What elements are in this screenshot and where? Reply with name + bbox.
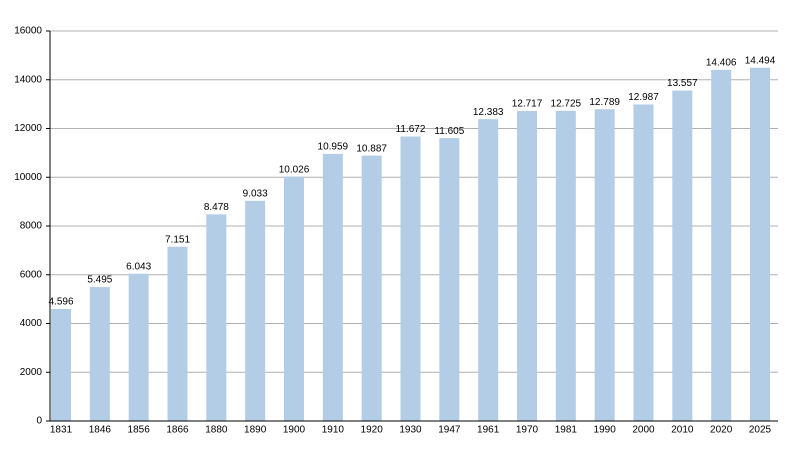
- value-label: 4.596: [48, 297, 73, 308]
- y-tick-label: 4000: [20, 318, 43, 329]
- x-tick-label: 1831: [50, 425, 73, 436]
- value-label: 8.478: [204, 202, 229, 213]
- bar: [750, 67, 770, 422]
- y-tick-label: 12000: [14, 123, 42, 134]
- bar: [478, 119, 499, 422]
- bar: [128, 273, 149, 421]
- value-label: 11.605: [434, 126, 464, 137]
- bar: [284, 176, 304, 421]
- y-tick-label: 6000: [20, 269, 43, 280]
- y-tick-label: 8000: [20, 221, 43, 232]
- bar: [594, 109, 615, 421]
- x-tick-label: 1866: [166, 425, 189, 436]
- y-tick-label: 0: [36, 416, 42, 427]
- x-tick-label: 1846: [89, 425, 112, 436]
- y-tick-label: 2000: [20, 367, 43, 378]
- x-tick-label: 2020: [710, 425, 733, 436]
- value-label: 12.789: [589, 97, 620, 108]
- bar: [322, 153, 343, 421]
- bar: [361, 155, 382, 421]
- x-tick-label: 1856: [128, 425, 151, 436]
- bar: [245, 200, 266, 421]
- value-label: 10.887: [356, 143, 387, 154]
- bar: [89, 287, 110, 421]
- value-label: 13.557: [667, 78, 698, 89]
- x-tick-label: 1981: [555, 425, 578, 436]
- value-label: 11.672: [396, 124, 426, 135]
- value-label: 7.151: [165, 234, 190, 245]
- x-tick-label: 2010: [671, 425, 694, 436]
- x-tick-label: 1961: [477, 425, 500, 436]
- x-tick-label: 1947: [438, 425, 461, 436]
- x-tick-label: 1970: [516, 425, 539, 436]
- x-tick-label: 1890: [244, 425, 267, 436]
- bar: [206, 214, 227, 421]
- bar: [711, 69, 732, 421]
- bar: [517, 111, 537, 421]
- bar: [633, 104, 654, 422]
- x-tick-label: 2025: [749, 425, 772, 436]
- value-label: 14.406: [706, 57, 737, 68]
- bar: [51, 308, 71, 421]
- x-tick-label: 1880: [205, 425, 228, 436]
- y-tick-label: 16000: [14, 26, 42, 37]
- bar: [672, 90, 693, 421]
- bar: [400, 136, 421, 421]
- y-tick-label: 10000: [14, 172, 42, 183]
- value-label: 10.959: [318, 142, 349, 153]
- value-label: 6.043: [126, 261, 151, 272]
- bar: [167, 246, 188, 421]
- bar: [555, 110, 576, 421]
- value-label: 12.725: [551, 98, 582, 109]
- value-label: 12.383: [473, 107, 504, 118]
- value-label: 9.033: [243, 188, 268, 199]
- y-tick-label: 14000: [14, 74, 42, 85]
- x-tick-label: 1930: [399, 425, 422, 436]
- value-label: 12.717: [512, 99, 543, 110]
- x-tick-label: 2000: [632, 425, 655, 436]
- x-tick-label: 1990: [594, 425, 617, 436]
- x-tick-label: 1920: [361, 425, 384, 436]
- value-label: 14.494: [745, 55, 776, 66]
- x-tick-label: 1910: [322, 425, 345, 436]
- x-tick-label: 1900: [283, 425, 306, 436]
- bar: [439, 138, 460, 422]
- value-label: 12.987: [628, 92, 659, 103]
- value-label: 5.495: [87, 275, 112, 286]
- value-label: 10.026: [279, 164, 310, 175]
